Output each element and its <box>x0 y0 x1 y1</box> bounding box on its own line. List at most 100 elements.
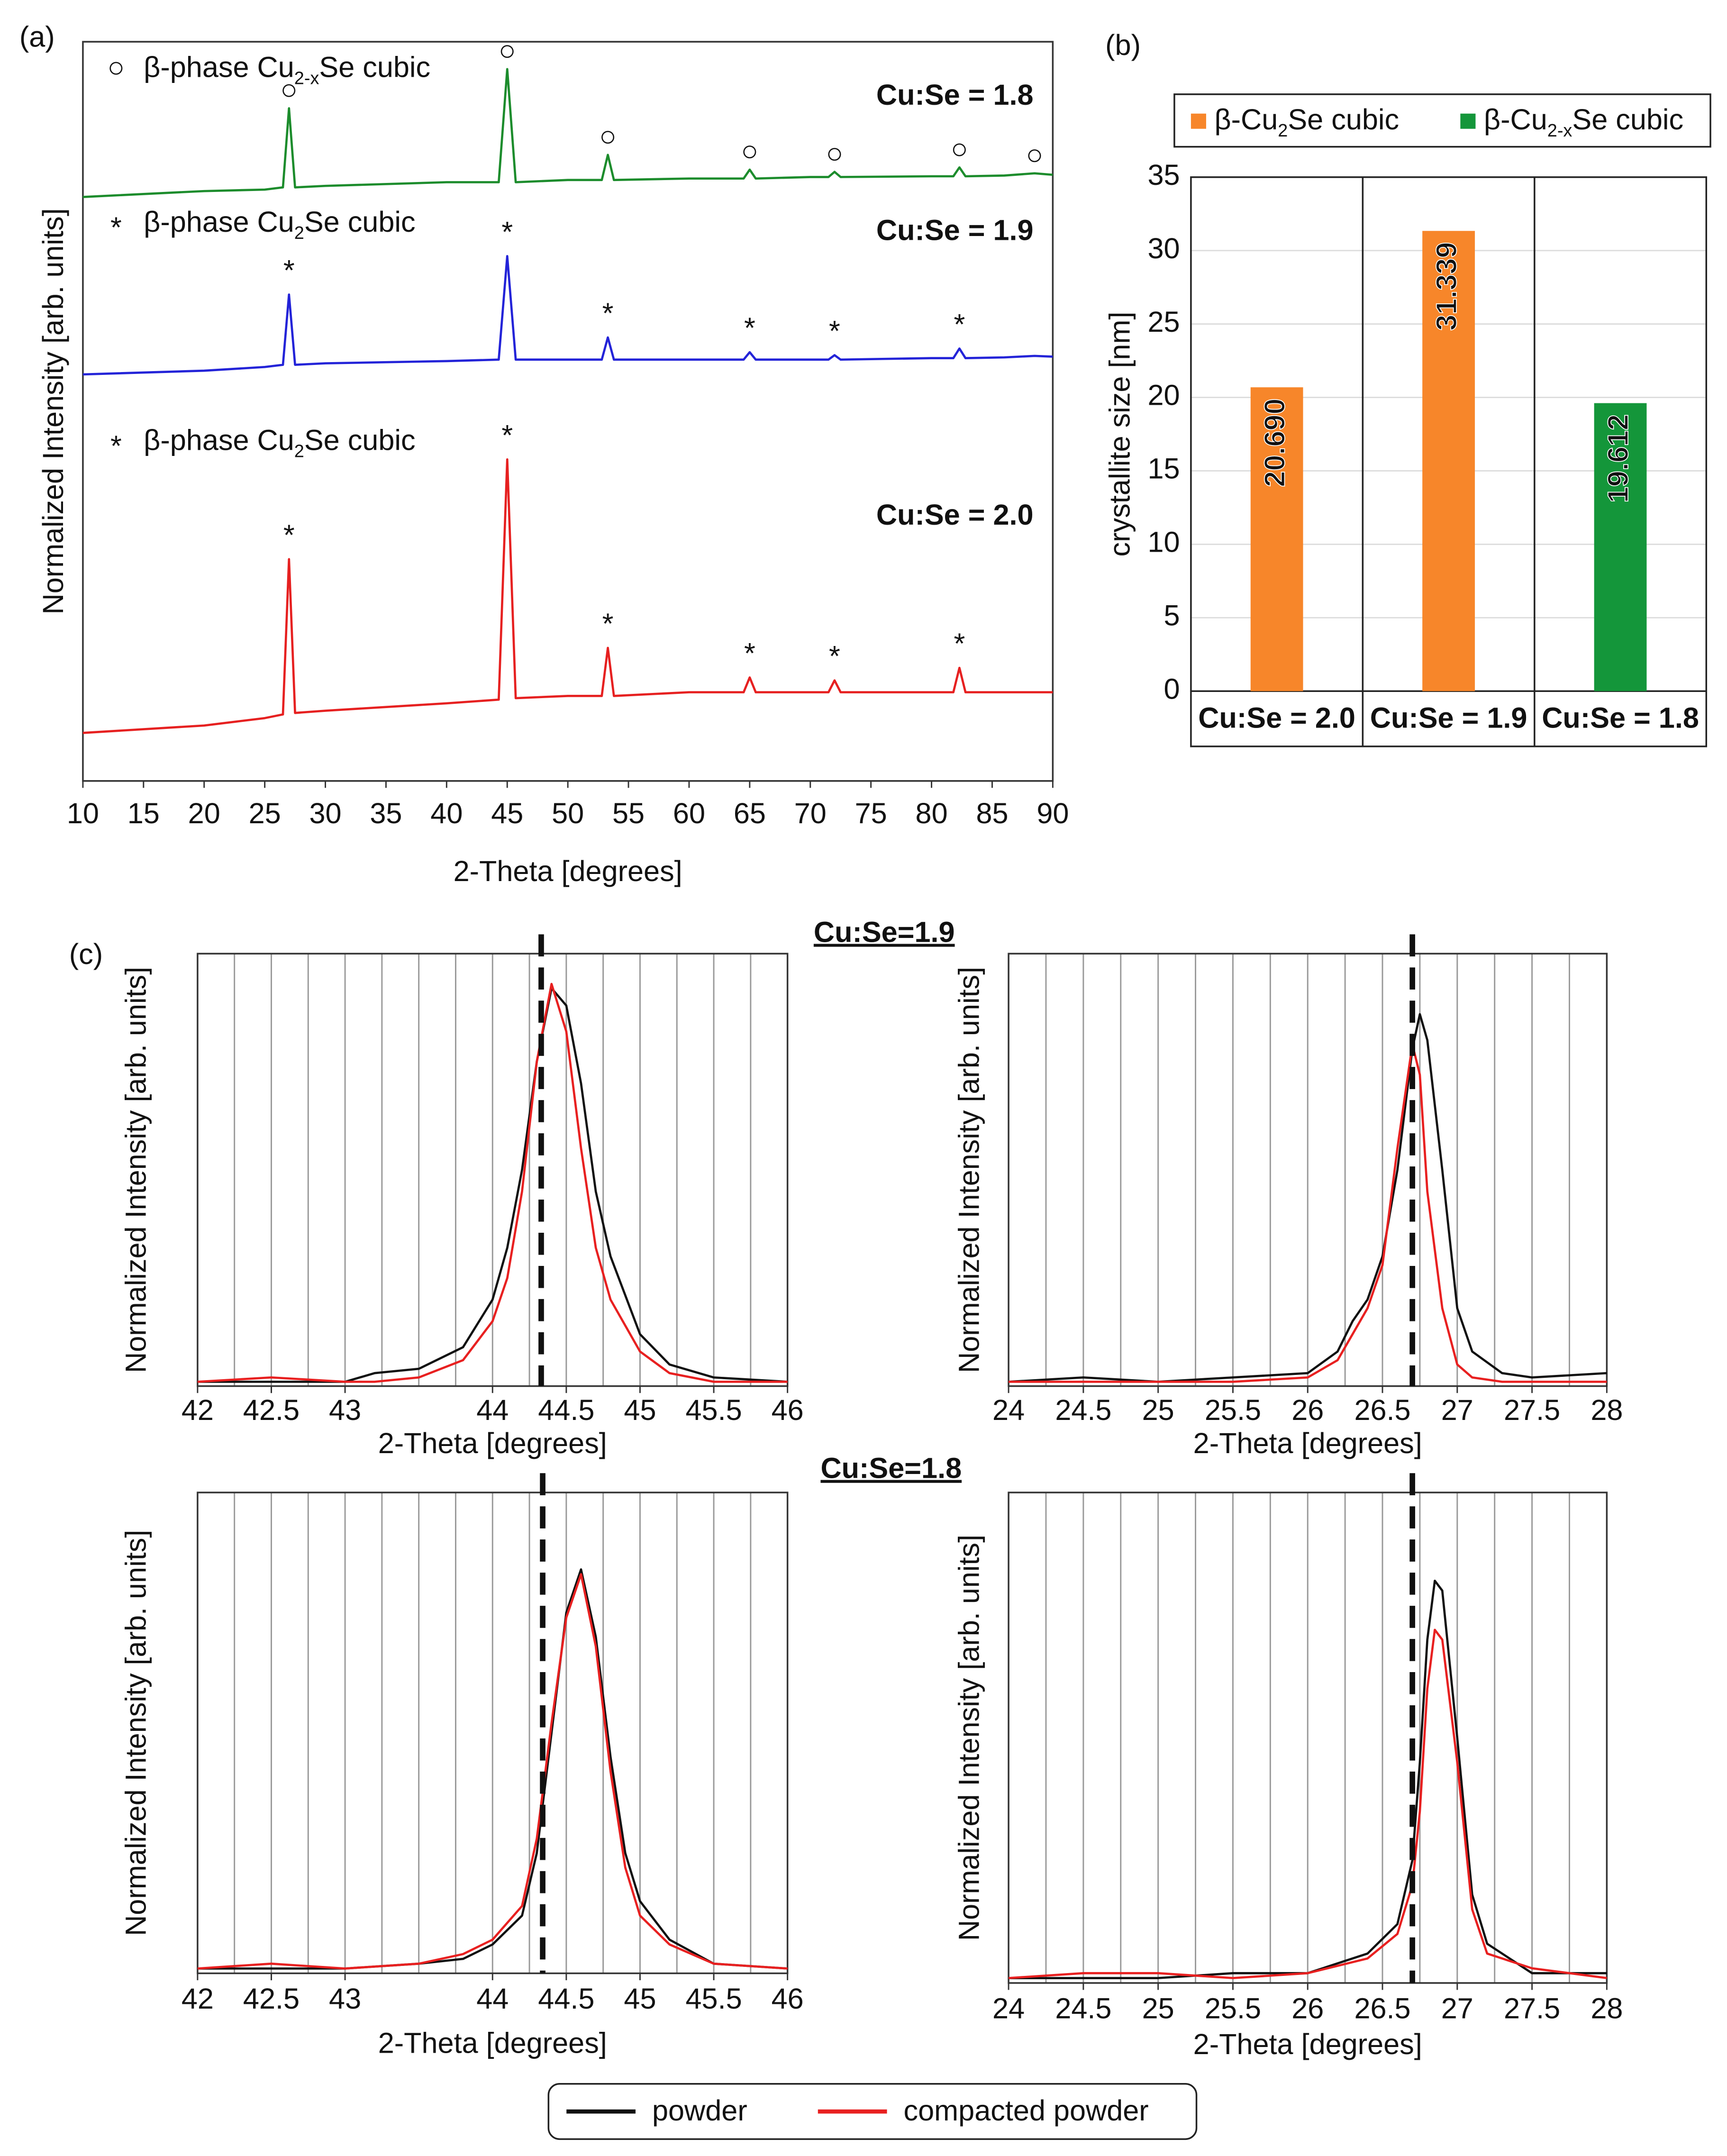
peak-marker: * <box>602 297 614 329</box>
series-line <box>82 458 1053 734</box>
label-part: Se cubic <box>304 206 416 238</box>
label-part: Se cubic <box>304 424 416 456</box>
peak-marker: ○ <box>599 120 617 152</box>
phase-symbol: ○ <box>107 51 125 83</box>
x-tick-label: 50 <box>552 797 584 829</box>
x-tick-label: 26.5 <box>1354 1394 1410 1426</box>
panel-label: (b) <box>1105 29 1141 61</box>
x-tick-label: 70 <box>794 797 827 829</box>
y-axis-label: Normalized Intensity [arb. units] <box>953 967 985 1373</box>
label-part: 2 <box>1278 121 1288 141</box>
legend-box <box>1173 93 1711 148</box>
label-part: β-phase Cu <box>144 424 294 456</box>
y-axis-label: Normalized Intensity [arb. units] <box>120 967 152 1373</box>
x-tick-label: 25 <box>1142 1394 1174 1426</box>
y-axis-label: crystallite size [nm] <box>1103 312 1136 557</box>
y-tick-label: 5 <box>1164 599 1180 631</box>
x-tick-label: 25 <box>1142 1992 1174 2024</box>
x-axis-label: 2-Theta [degrees] <box>378 2027 607 2059</box>
label-part: Se cubic <box>319 51 430 83</box>
plot-frame <box>1190 176 1708 747</box>
x-tick-label: 26 <box>1291 1992 1324 2024</box>
x-tick-label: 45 <box>624 1394 656 1426</box>
series-label: Cu:Se = 1.9 <box>876 214 1034 246</box>
peak-marker: * <box>501 216 513 248</box>
y-tick-label: 0 <box>1164 673 1180 705</box>
peak-marker: * <box>501 419 513 451</box>
x-tick-label: 44 <box>476 1394 509 1426</box>
x-tick-label: 26 <box>1291 1394 1324 1426</box>
y-tick-label: 30 <box>1148 232 1180 264</box>
x-tick-label: 24 <box>992 1394 1025 1426</box>
series-line <box>197 1573 788 1970</box>
x-tick-label: 26.5 <box>1354 1992 1410 2024</box>
series-label: Cu:Se = 2.0 <box>876 499 1034 531</box>
x-tick-label: 27 <box>1441 1394 1473 1426</box>
x-tick-label: 46 <box>772 1394 804 1426</box>
peak-marker: * <box>602 608 614 640</box>
x-tick-label: 42.5 <box>243 1394 300 1426</box>
bar-value-label: 19.612 <box>1602 414 1634 503</box>
peak-marker: * <box>744 312 755 344</box>
label-part: Se cubic <box>1288 103 1399 136</box>
x-tick-label: 90 <box>1036 797 1069 829</box>
x-tick-label: 85 <box>976 797 1008 829</box>
bar-value-label: 20.690 <box>1258 398 1291 487</box>
x-tick-label: Cu:Se = 1.8 <box>1542 702 1699 734</box>
label: β-phase Cu2-xSe cubic <box>144 51 430 89</box>
x-axis-label: 2-Theta [degrees] <box>378 1427 607 1459</box>
peak-marker: ○ <box>1026 138 1044 171</box>
series-line <box>82 68 1053 198</box>
x-tick-label: 42 <box>182 1394 214 1426</box>
x-tick-label: 35 <box>370 797 402 829</box>
y-tick-label: 35 <box>1148 159 1180 191</box>
peak-marker: ○ <box>951 132 968 164</box>
x-tick-label: 45 <box>624 1983 656 2015</box>
x-tick-label: 27.5 <box>1504 1992 1560 2024</box>
label-part: β-Cu <box>1214 103 1278 136</box>
group-label: Cu:Se=1.8 <box>820 1452 962 1484</box>
x-tick-label: 24.5 <box>1055 1394 1111 1426</box>
label-part: 2 <box>294 442 304 462</box>
y-tick-label: 15 <box>1148 453 1180 485</box>
bar <box>1594 403 1647 691</box>
x-axis-label: 2-Theta [degrees] <box>1193 2028 1422 2060</box>
label: β-Cu2-xSe cubic <box>1484 103 1683 141</box>
x-tick-label: 27.5 <box>1504 1394 1560 1426</box>
x-tick-label: Cu:Se = 2.0 <box>1198 702 1355 734</box>
series-line <box>1009 1580 1607 1979</box>
legend-label: compacted powder <box>904 2094 1149 2127</box>
x-tick-label: 42.5 <box>243 1394 300 1426</box>
peak-marker: * <box>954 628 965 660</box>
series-line <box>1008 1013 1607 1383</box>
x-tick-label: 75 <box>855 797 887 829</box>
peak-marker: * <box>829 640 840 672</box>
x-tick-label: 24 <box>992 1992 1025 2024</box>
x-tick-label: 15 <box>127 797 160 829</box>
group-label: Cu:Se=1.9 <box>814 916 955 948</box>
peak-marker: * <box>829 315 840 347</box>
x-tick-label: 42 <box>182 1983 214 2015</box>
series-line <box>1009 1043 1607 1383</box>
x-axis-label: 2-Theta [degrees] <box>454 855 682 887</box>
peak-marker: ○ <box>499 34 516 66</box>
x-tick-label: 43 <box>329 1394 361 1426</box>
x-tick-label: 24.5 <box>1055 1992 1111 2024</box>
legend-label: powder <box>652 2094 747 2127</box>
x-tick-label: Cu:Se = 1.9 <box>1370 702 1527 734</box>
x-tick-label: 60 <box>673 797 705 829</box>
x-tick-label: 25.5 <box>1205 1394 1261 1426</box>
peak-marker: ○ <box>280 73 298 106</box>
x-tick-label: 10 <box>67 797 99 829</box>
label-part: 2-x <box>1547 121 1572 141</box>
series-line <box>197 982 788 1383</box>
x-tick-label: 80 <box>916 797 948 829</box>
x-tick-label: 44.5 <box>538 1983 594 2015</box>
label: β-Cu2Se cubic <box>1214 103 1399 141</box>
series-label: Cu:Se = 1.8 <box>876 79 1034 111</box>
label-part: 2 <box>294 223 304 243</box>
label-part: β-phase Cu <box>144 206 294 238</box>
series-line <box>1008 1628 1607 1979</box>
